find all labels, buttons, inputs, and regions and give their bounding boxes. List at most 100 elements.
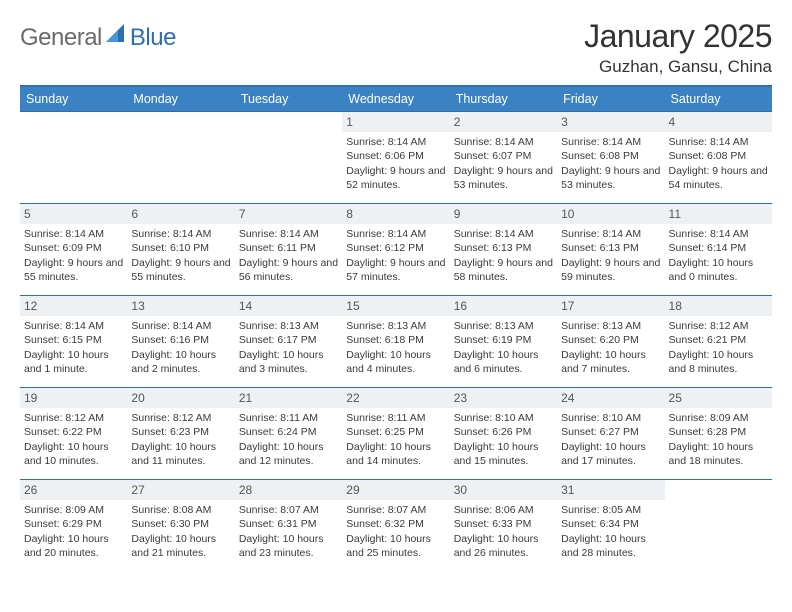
- day-number-row: 10: [557, 204, 664, 224]
- calendar-day-cell: 4 Sunrise: 8:14 AMSunset: 6:08 PMDaylight…: [665, 112, 772, 204]
- day-number-row: 22: [342, 388, 449, 408]
- sunset-line: Sunset: 6:25 PM: [346, 425, 445, 439]
- sunset-line: Sunset: 6:34 PM: [561, 517, 660, 531]
- calendar-week-row: 26Sunrise: 8:09 AMSunset: 6:29 PMDayligh…: [20, 480, 772, 572]
- day-number: 24: [561, 391, 574, 405]
- sunset-line: Sunset: 6:24 PM: [239, 425, 338, 439]
- calendar-day-cell: 7Sunrise: 8:14 AMSunset: 6:11 PMDaylight…: [235, 204, 342, 296]
- calendar-day-cell: 3Sunrise: 8:14 AMSunset: 6:08 PMDaylight…: [557, 112, 664, 204]
- sunset-line: Sunset: 6:18 PM: [346, 333, 445, 347]
- calendar-day-cell: 22Sunrise: 8:11 AMSunset: 6:25 PMDayligh…: [342, 388, 449, 480]
- sunset-line: Sunset: 6:27 PM: [561, 425, 660, 439]
- daylight-line: Daylight: 9 hours and 55 minutes.: [24, 256, 123, 284]
- daylight-line: Daylight: 9 hours and 53 minutes.: [454, 164, 553, 192]
- calendar-day-cell: 10Sunrise: 8:14 AMSunset: 6:13 PMDayligh…: [557, 204, 664, 296]
- sunset-line: Sunset: 6:23 PM: [131, 425, 230, 439]
- day-number: 29: [346, 483, 359, 497]
- daylight-line: Daylight: 10 hours and 10 minutes.: [24, 440, 123, 468]
- sunrise-line: Sunrise: 8:12 AM: [669, 319, 768, 333]
- day-number-row: 3: [557, 112, 664, 132]
- sunset-line: Sunset: 6:08 PM: [669, 149, 768, 163]
- daylight-line: Daylight: 9 hours and 55 minutes.: [131, 256, 230, 284]
- day-number-row: 27: [127, 480, 234, 500]
- sunset-line: Sunset: 6:07 PM: [454, 149, 553, 163]
- sunset-line: Sunset: 6:29 PM: [24, 517, 123, 531]
- sunrise-line: Sunrise: 8:07 AM: [346, 503, 445, 517]
- day-number-row: 15: [342, 296, 449, 316]
- sunset-line: Sunset: 6:17 PM: [239, 333, 338, 347]
- sunrise-line: Sunrise: 8:10 AM: [561, 411, 660, 425]
- calendar-day-cell: 31Sunrise: 8:05 AMSunset: 6:34 PMDayligh…: [557, 480, 664, 572]
- sunset-line: Sunset: 6:09 PM: [24, 241, 123, 255]
- calendar-day-cell: 29Sunrise: 8:07 AMSunset: 6:32 PMDayligh…: [342, 480, 449, 572]
- daylight-line: Daylight: 10 hours and 12 minutes.: [239, 440, 338, 468]
- calendar-day-cell: 20Sunrise: 8:12 AMSunset: 6:23 PMDayligh…: [127, 388, 234, 480]
- daylight-line: Daylight: 10 hours and 28 minutes.: [561, 532, 660, 560]
- calendar-day-cell: 30Sunrise: 8:06 AMSunset: 6:33 PMDayligh…: [450, 480, 557, 572]
- calendar-day-cell: 14Sunrise: 8:13 AMSunset: 6:17 PMDayligh…: [235, 296, 342, 388]
- sunrise-line: Sunrise: 8:14 AM: [346, 135, 445, 149]
- brand-text-blue: Blue: [130, 24, 176, 52]
- sunrise-line: Sunrise: 8:13 AM: [561, 319, 660, 333]
- sunrise-line: Sunrise: 8:13 AM: [346, 319, 445, 333]
- daylight-line: Daylight: 10 hours and 1 minute.: [24, 348, 123, 376]
- day-number-row: 13: [127, 296, 234, 316]
- day-number: 15: [346, 299, 359, 313]
- calendar-week-row: 12Sunrise: 8:14 AMSunset: 6:15 PMDayligh…: [20, 296, 772, 388]
- daylight-line: Daylight: 10 hours and 26 minutes.: [454, 532, 553, 560]
- sunset-line: Sunset: 6:19 PM: [454, 333, 553, 347]
- sunrise-line: Sunrise: 8:12 AM: [24, 411, 123, 425]
- daylight-line: Daylight: 10 hours and 7 minutes.: [561, 348, 660, 376]
- day-number: 28: [239, 483, 252, 497]
- day-number: 31: [561, 483, 574, 497]
- sunset-line: Sunset: 6:21 PM: [669, 333, 768, 347]
- day-number-row: 18: [665, 296, 772, 316]
- sunset-line: Sunset: 6:14 PM: [669, 241, 768, 255]
- sunset-line: Sunset: 6:28 PM: [669, 425, 768, 439]
- sunrise-line: Sunrise: 8:10 AM: [454, 411, 553, 425]
- calendar-day-cell: 18Sunrise: 8:12 AMSunset: 6:21 PMDayligh…: [665, 296, 772, 388]
- day-number-row: 7: [235, 204, 342, 224]
- sunrise-line: Sunrise: 8:14 AM: [454, 227, 553, 241]
- sunrise-line: Sunrise: 8:14 AM: [346, 227, 445, 241]
- calendar-day-cell: 28Sunrise: 8:07 AMSunset: 6:31 PMDayligh…: [235, 480, 342, 572]
- daylight-line: Daylight: 10 hours and 0 minutes.: [669, 256, 768, 284]
- sunrise-line: Sunrise: 8:13 AM: [239, 319, 338, 333]
- weekday-header: Wednesday: [342, 86, 449, 112]
- day-number: 25: [669, 391, 682, 405]
- day-number: 11: [669, 207, 681, 221]
- brand-logo: General Blue: [20, 18, 176, 52]
- day-number-row: 1: [342, 112, 449, 132]
- sunrise-line: Sunrise: 8:14 AM: [239, 227, 338, 241]
- calendar-day-cell: 5Sunrise: 8:14 AMSunset: 6:09 PMDaylight…: [20, 204, 127, 296]
- day-number-row: 12: [20, 296, 127, 316]
- calendar-day-cell: 26Sunrise: 8:09 AMSunset: 6:29 PMDayligh…: [20, 480, 127, 572]
- calendar-day-cell: 19Sunrise: 8:12 AMSunset: 6:22 PMDayligh…: [20, 388, 127, 480]
- day-number-row: 6: [127, 204, 234, 224]
- sunrise-line: Sunrise: 8:12 AM: [131, 411, 230, 425]
- daylight-line: Daylight: 9 hours and 53 minutes.: [561, 164, 660, 192]
- sunset-line: Sunset: 6:06 PM: [346, 149, 445, 163]
- sunrise-line: Sunrise: 8:14 AM: [131, 227, 230, 241]
- calendar-day-cell: 13Sunrise: 8:14 AMSunset: 6:16 PMDayligh…: [127, 296, 234, 388]
- sunset-line: Sunset: 6:22 PM: [24, 425, 123, 439]
- sunrise-line: Sunrise: 8:14 AM: [454, 135, 553, 149]
- sunset-line: Sunset: 6:12 PM: [346, 241, 445, 255]
- day-number: 12: [24, 299, 37, 313]
- sail-icon: [106, 24, 128, 49]
- sunrise-line: Sunrise: 8:14 AM: [669, 135, 768, 149]
- daylight-line: Daylight: 10 hours and 17 minutes.: [561, 440, 660, 468]
- calendar-day-cell: 21Sunrise: 8:11 AMSunset: 6:24 PMDayligh…: [235, 388, 342, 480]
- calendar-week-row: 5Sunrise: 8:14 AMSunset: 6:09 PMDaylight…: [20, 204, 772, 296]
- daylight-line: Daylight: 10 hours and 20 minutes.: [24, 532, 123, 560]
- calendar-header-row: SundayMondayTuesdayWednesdayThursdayFrid…: [20, 86, 772, 112]
- weekday-header: Thursday: [450, 86, 557, 112]
- daylight-line: Daylight: 10 hours and 25 minutes.: [346, 532, 445, 560]
- weekday-header: Tuesday: [235, 86, 342, 112]
- weekday-header: Sunday: [20, 86, 127, 112]
- day-number-row: 4: [665, 112, 772, 132]
- sunset-line: Sunset: 6:13 PM: [561, 241, 660, 255]
- calendar-empty-cell: [127, 112, 234, 204]
- daylight-line: Daylight: 9 hours and 54 minutes.: [669, 164, 768, 192]
- daylight-line: Daylight: 9 hours and 59 minutes.: [561, 256, 660, 284]
